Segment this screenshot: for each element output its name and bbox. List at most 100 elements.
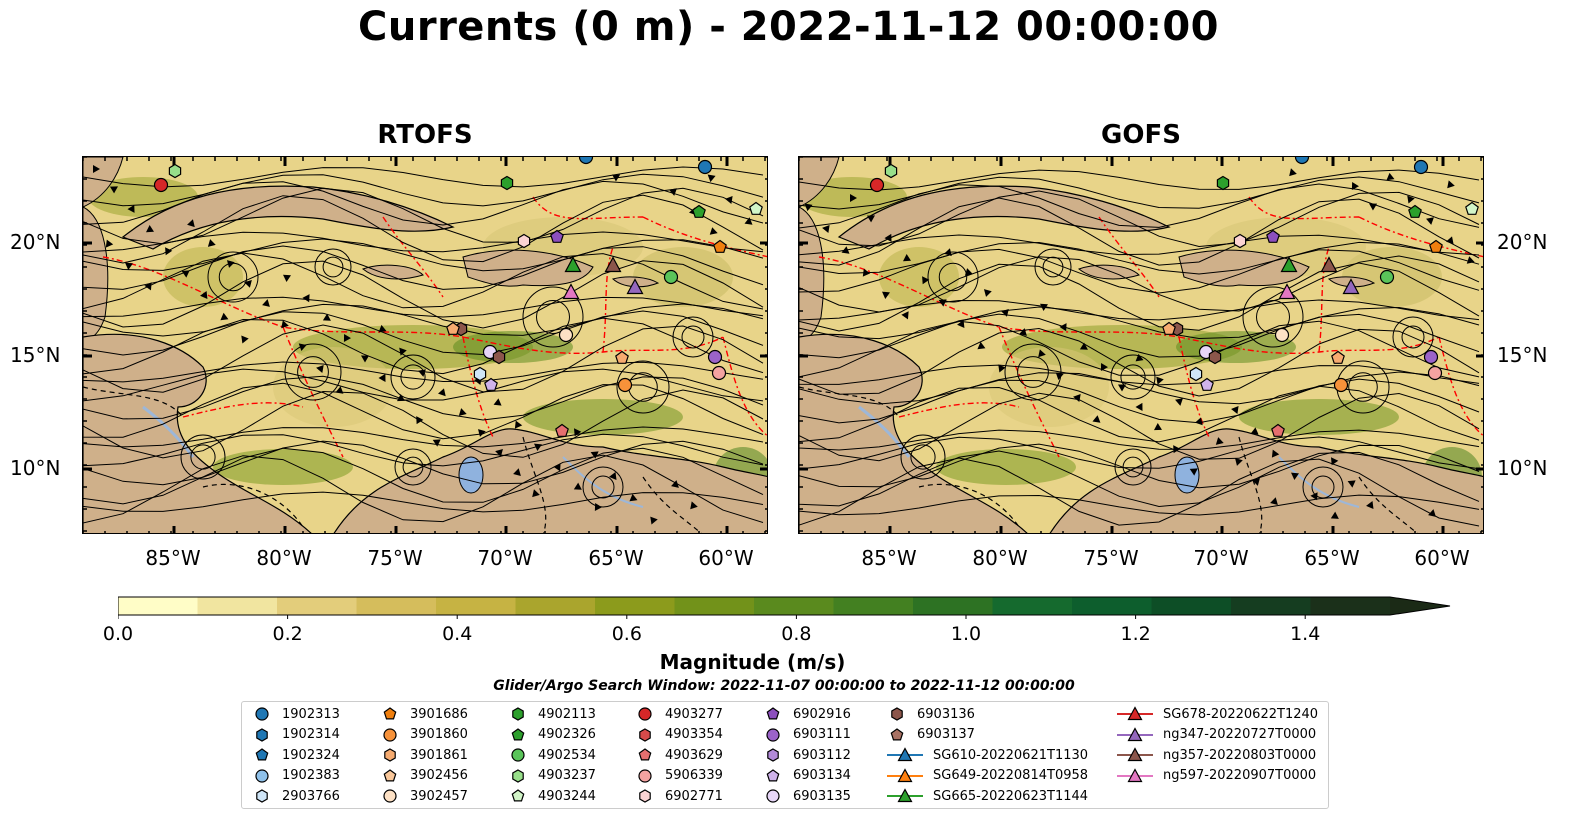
colorbar-segment: [1310, 597, 1391, 615]
legend-item: 4903629: [635, 745, 723, 765]
legend-item: 4903244: [508, 786, 596, 806]
colorbar-segment: [992, 597, 1073, 615]
triangle-line-legend-icon: [1117, 768, 1153, 782]
legend-item-label: 4903237: [538, 768, 596, 784]
triangle-marker: [562, 283, 580, 300]
pentagon-marker: [446, 321, 460, 335]
triangle-line-legend-icon: [1117, 726, 1153, 741]
circle-legend-icon: [255, 769, 269, 783]
pentagon-marker: [1465, 201, 1479, 215]
triangle-marker: [1342, 278, 1360, 295]
triangle-marker: [897, 768, 913, 782]
legend-item-label: 2903766: [282, 788, 340, 804]
lat-label-left: 10°N: [10, 456, 61, 480]
hexagon-legend-icon: [256, 789, 268, 804]
legend-item-label: 4902113: [538, 706, 596, 722]
legend-item: ng347-20220727T0000: [1117, 725, 1316, 745]
lat-label-right: 10°N: [1497, 456, 1548, 480]
colorbar-segment: [1151, 597, 1232, 615]
pentagon-marker: [638, 748, 652, 761]
lon-label-gofs: 60°W: [1414, 546, 1470, 570]
circle-marker: [711, 365, 727, 381]
lon-label-rtofs: 80°W: [256, 546, 312, 570]
triangle-marker: [626, 278, 644, 295]
colorbar-segment: [833, 597, 914, 615]
legend-item: 6903134: [763, 766, 851, 786]
lat-label-left: 20°N: [10, 230, 61, 254]
circle-marker: [255, 769, 269, 783]
pentagon-marker: [484, 377, 498, 391]
legend-item: 6902771: [635, 786, 723, 806]
colorbar-tick-label: 1.0: [950, 623, 982, 645]
legend-item-label: 4903244: [538, 788, 596, 804]
circle-marker: [697, 159, 713, 175]
circle-marker: [869, 177, 885, 193]
pentagon-marker: [1162, 321, 1176, 335]
triangle-marker: [604, 256, 622, 273]
legend-item-label: 1902383: [282, 768, 340, 784]
pentagon-marker: [1331, 350, 1345, 364]
legend-item-label: 4903354: [665, 727, 723, 743]
hexagon-marker: [1216, 175, 1230, 191]
triangle-marker: [1127, 706, 1143, 721]
circle-marker: [1379, 269, 1395, 285]
pentagon-marker: [890, 727, 904, 741]
colorbar-segment: [118, 597, 199, 615]
lon-label-gofs: 75°W: [1083, 546, 1139, 570]
legend-item: 6903111: [763, 725, 851, 745]
lon-label-rtofs: 85°W: [145, 546, 201, 570]
legend-item: 6903136: [887, 704, 975, 724]
lon-label-rtofs: 70°W: [477, 546, 533, 570]
legend-item-label: 4903277: [665, 706, 723, 722]
hexagon-legend-icon: [512, 769, 524, 783]
gofs-map: [798, 156, 1484, 534]
pentagon-legend-icon: [766, 769, 780, 782]
legend-item: 4902534: [508, 745, 596, 765]
pentagon-marker: [1266, 229, 1280, 243]
colorbar-segment: [674, 597, 755, 615]
legend-item: 3901860: [380, 725, 468, 745]
pentagon-marker: [766, 707, 780, 720]
circle-marker: [558, 327, 574, 343]
lon-label-gofs: 65°W: [1304, 546, 1360, 570]
lon-label-rtofs: 60°W: [698, 546, 754, 570]
circle-legend-icon: [383, 727, 397, 742]
pentagon-legend-icon: [383, 707, 397, 720]
pentagon-legend-icon: [255, 748, 269, 761]
circle-marker: [1274, 327, 1290, 343]
colorbar-segment: [436, 597, 517, 615]
hexagon-marker: [517, 233, 531, 249]
triangle-line-legend-icon: [1117, 747, 1153, 762]
legend-item: 5906339: [635, 766, 723, 786]
pentagon-marker: [1429, 239, 1443, 253]
pentagon-marker: [1271, 423, 1285, 437]
legend-item: SG678-20220622T1240: [1117, 704, 1318, 724]
hexagon-marker: [1208, 349, 1222, 365]
circle-legend-icon: [383, 789, 397, 803]
circle-marker: [153, 177, 169, 193]
triangle-line-legend-icon: [887, 747, 923, 762]
circle-marker: [383, 789, 397, 803]
colorbar-tick-label: 0.4: [442, 623, 473, 645]
circle-marker: [1333, 377, 1349, 393]
legend-item: 4903354: [635, 725, 723, 745]
circle-marker: [511, 748, 525, 762]
legend-item-label: 4902534: [538, 747, 596, 763]
pentagon-legend-icon: [638, 748, 652, 761]
circle-legend-icon: [638, 769, 652, 783]
pentagon-marker: [713, 239, 727, 253]
legend-item-label: ng597-20220907T0000: [1163, 768, 1317, 784]
hexagon-marker: [256, 727, 268, 742]
hexagon-legend-icon: [512, 707, 524, 721]
hexagon-marker: [1233, 233, 1247, 249]
legend-item: 3901686: [380, 704, 468, 724]
triangle-marker: [1127, 747, 1143, 762]
triangle-marker: [564, 256, 582, 273]
pentagon-marker: [383, 769, 397, 782]
legend-item-label: SG678-20220622T1240: [1163, 706, 1319, 722]
circle-legend-icon: [638, 707, 652, 721]
lon-label-gofs: 85°W: [861, 546, 917, 570]
lat-label-right: 20°N: [1497, 230, 1548, 254]
hexagon-marker: [492, 349, 506, 365]
legend-item-label: 1902314: [282, 727, 340, 743]
